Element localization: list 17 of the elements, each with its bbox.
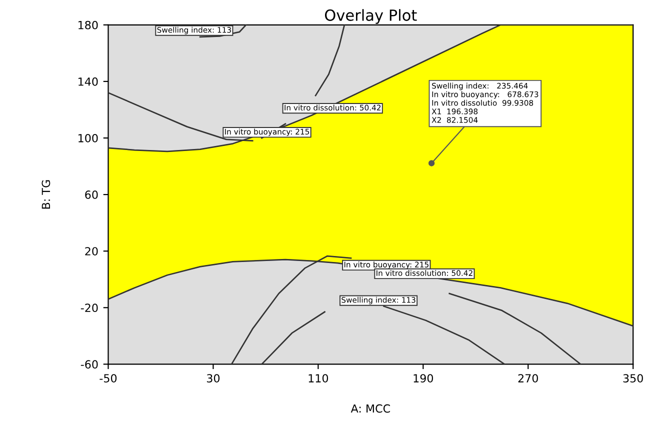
y-tick-label: 60 (85, 190, 98, 199)
x-tick-label: 30 (206, 374, 220, 383)
y-tick-label: -20 (80, 304, 98, 312)
y-tick-label: 100 (78, 134, 98, 142)
y-tick-label: 180 (78, 20, 98, 30)
y-tick-label: 140 (78, 77, 98, 86)
y-tick-label: -60 (80, 360, 98, 369)
y-axis-title: B: TG (42, 180, 50, 209)
x-tick-label: 270 (518, 374, 538, 383)
x-axis-title: A: MCC (350, 404, 390, 413)
x-tick-label: 350 (623, 374, 643, 383)
line-series (448, 292, 582, 364)
x-tick-label: -50 (100, 374, 117, 383)
y-tick-label: 20 (85, 247, 98, 256)
x-tick-label: 190 (414, 374, 434, 383)
chart-title: Overlay Plot (324, 9, 417, 24)
x-tick-label: 110 (308, 374, 328, 383)
